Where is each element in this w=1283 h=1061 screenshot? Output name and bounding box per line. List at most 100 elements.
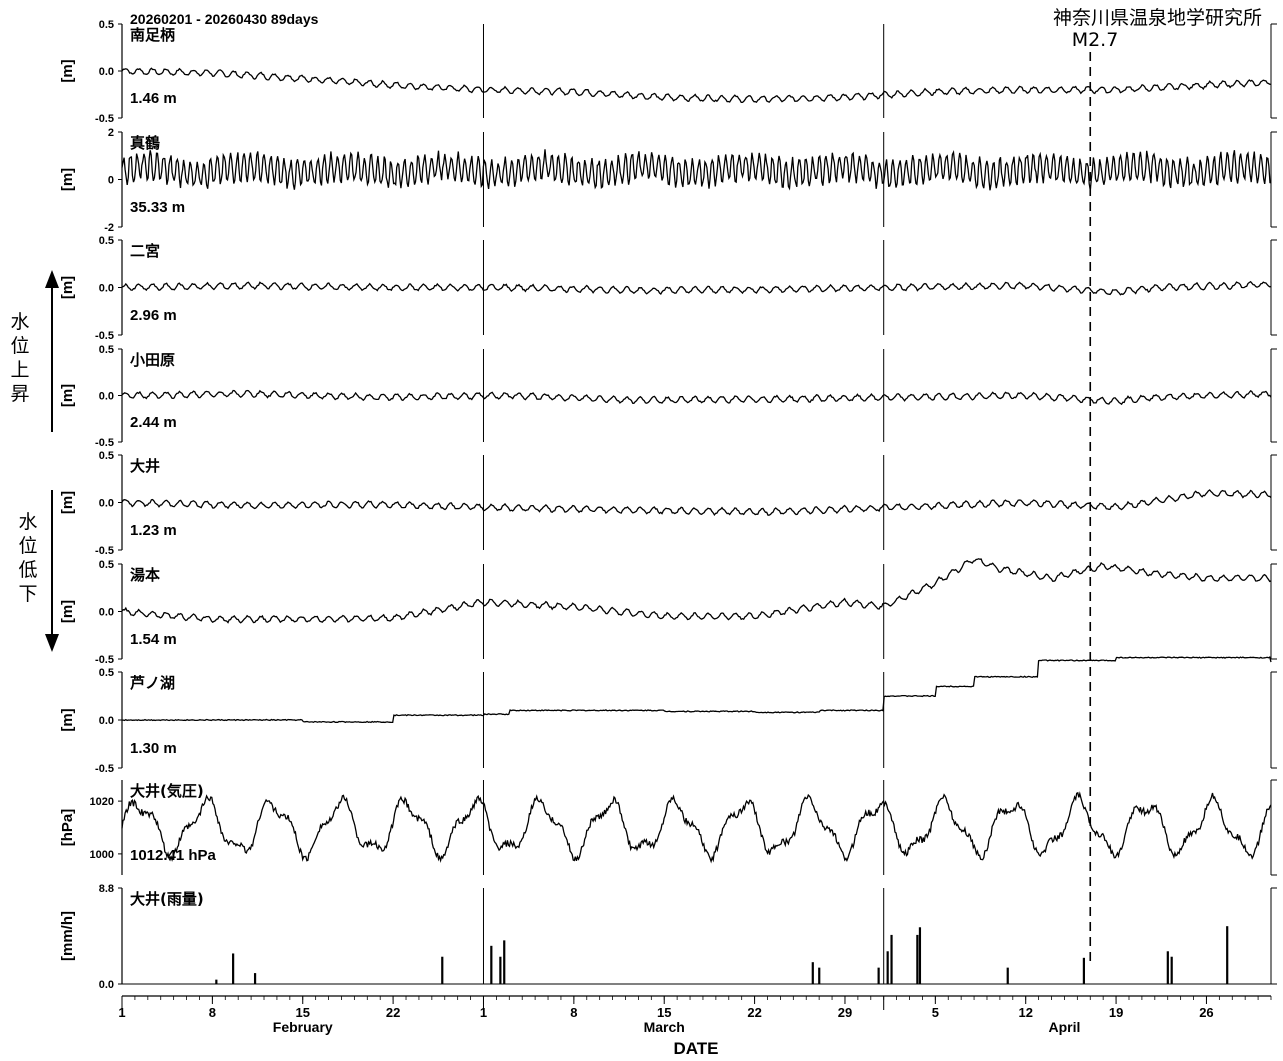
station-name: 大井 (130, 457, 160, 475)
fall-arrowhead (45, 634, 59, 652)
x-tick-label: 8 (209, 1005, 216, 1020)
rise-arrowhead (45, 270, 59, 288)
rain-bar (1170, 956, 1173, 984)
panel-1: 0.5 0.0 -0.5 [m] 南足柄 1.46 m (59, 19, 1277, 125)
series-line (121, 791, 1272, 864)
x-tick-label: 29 (838, 1005, 852, 1020)
series-line (121, 280, 1272, 296)
rain-bar (499, 956, 502, 984)
side-label-rise: 水位上昇 (10, 311, 29, 405)
rain-bar (1166, 951, 1169, 984)
x-axis: 1 8 15 22 1 8 15 22 29 5 12 19 26 February March April (118, 995, 1272, 1035)
y-axis-label: [m] (59, 168, 76, 191)
station-name: 芦ノ湖 (130, 674, 175, 692)
station-name: 二宮 (130, 242, 160, 260)
rain-bar (886, 951, 889, 984)
y-axis-label: [m] (59, 59, 76, 82)
y-axis-label: [m] (59, 491, 76, 514)
station-name: 小田原 (130, 351, 175, 369)
y-tick-label: 0.0 (99, 607, 114, 619)
side-label-char: 水 (10, 311, 29, 333)
station-name: 南足柄 (130, 26, 175, 44)
y-tick-label: 0.5 (99, 235, 114, 247)
series-line (121, 558, 1272, 624)
series-line (121, 149, 1272, 191)
reference-level: 1.46 m (130, 90, 177, 107)
y-axis-label: [m] (59, 600, 76, 623)
rain-bar (232, 953, 235, 984)
panel-3: 0.5 0.0 -0.5 [m] 二宮 2.96 m (59, 235, 1277, 342)
y-tick-label: 0.5 (99, 19, 114, 31)
rain-bar (1082, 957, 1086, 984)
y-tick-label: 0.0 (99, 979, 114, 991)
rain-bar (918, 927, 922, 984)
reference-level: 2.44 m (130, 414, 177, 431)
side-label-char: 位 (10, 335, 29, 357)
y-tick-label: 2 (108, 127, 114, 139)
x-tick-label: 8 (570, 1005, 577, 1020)
y-tick-label: 1020 (90, 796, 114, 808)
station-name: 大井(雨量) (130, 890, 204, 908)
rain-bar (811, 962, 814, 984)
x-tick-label: 5 (932, 1005, 939, 1020)
month-label: March (644, 1019, 685, 1035)
side-label-char: 上 (10, 359, 29, 381)
rain-bar (441, 956, 444, 984)
reference-level: 35.33 m (130, 199, 185, 216)
x-axis-label: DATE (673, 1039, 718, 1058)
x-tick-label: 22 (747, 1005, 761, 1020)
station-name: 大井(気圧) (130, 782, 204, 800)
x-tick-label: 19 (1109, 1005, 1123, 1020)
side-label-char: 位 (18, 535, 37, 557)
rain-bar (253, 973, 257, 984)
rain-bar (215, 979, 218, 984)
y-tick-label: 0.5 (99, 344, 114, 356)
series-line (122, 656, 1272, 724)
rain-bar (503, 940, 506, 984)
y-tick-label: 0.0 (99, 66, 114, 78)
x-tick-label: 26 (1199, 1005, 1213, 1020)
reference-level: 1.30 m (130, 740, 177, 757)
rain-bar (877, 967, 880, 984)
y-tick-label: 0.5 (99, 450, 114, 462)
series-line (121, 389, 1272, 406)
side-label-char: 低 (18, 559, 37, 581)
y-tick-label: 1000 (90, 849, 114, 861)
side-label-char: 昇 (10, 383, 29, 405)
side-label-char: 水 (18, 511, 37, 533)
y-axis-label: [m] (59, 384, 76, 407)
y-tick-label: -0.5 (95, 437, 114, 449)
y-tick-label: -0.5 (95, 113, 114, 125)
organization-label: 神奈川県温泉地学研究所 (1053, 7, 1262, 29)
y-tick-label: -2 (104, 222, 114, 234)
panel-7: 0.5 0.0 -0.5 [m] 芦ノ湖 1.30 m (59, 656, 1277, 775)
panel-2: 2 0 -2 [m] 真鶴 35.33 m (59, 127, 1277, 234)
x-tick-label: 12 (1018, 1005, 1032, 1020)
reference-level: 1.54 m (130, 631, 177, 648)
y-tick-label: 0.0 (99, 283, 114, 295)
event-label: M2.7 (1072, 29, 1119, 51)
side-label-char: 下 (18, 583, 37, 605)
y-axis-label: [hPa] (59, 809, 76, 847)
y-tick-label: 0.0 (99, 498, 114, 510)
rain-bar (818, 967, 821, 984)
y-axis-label: [m] (59, 276, 76, 299)
y-axis-label: [m] (59, 708, 76, 731)
x-tick-label: 22 (386, 1005, 400, 1020)
y-tick-label: 0 (108, 175, 114, 187)
y-tick-label: 0.5 (99, 559, 114, 571)
month-label: April (1048, 1019, 1080, 1035)
chart-title: 20260201 - 20260430 89days (130, 11, 319, 27)
rain-bar (890, 934, 893, 984)
y-axis-label: [mm/h] (59, 911, 76, 961)
x-tick-label: 1 (118, 1005, 125, 1020)
series-line (121, 67, 1272, 104)
panel-4: 0.5 0.0 -0.5 [m] 小田原 2.44 m (59, 344, 1277, 449)
y-tick-label: 0.0 (99, 391, 114, 403)
y-tick-label: -0.5 (95, 545, 114, 557)
station-name: 真鶴 (130, 134, 160, 152)
rain-bar (490, 945, 493, 984)
station-name: 湯本 (130, 566, 160, 584)
